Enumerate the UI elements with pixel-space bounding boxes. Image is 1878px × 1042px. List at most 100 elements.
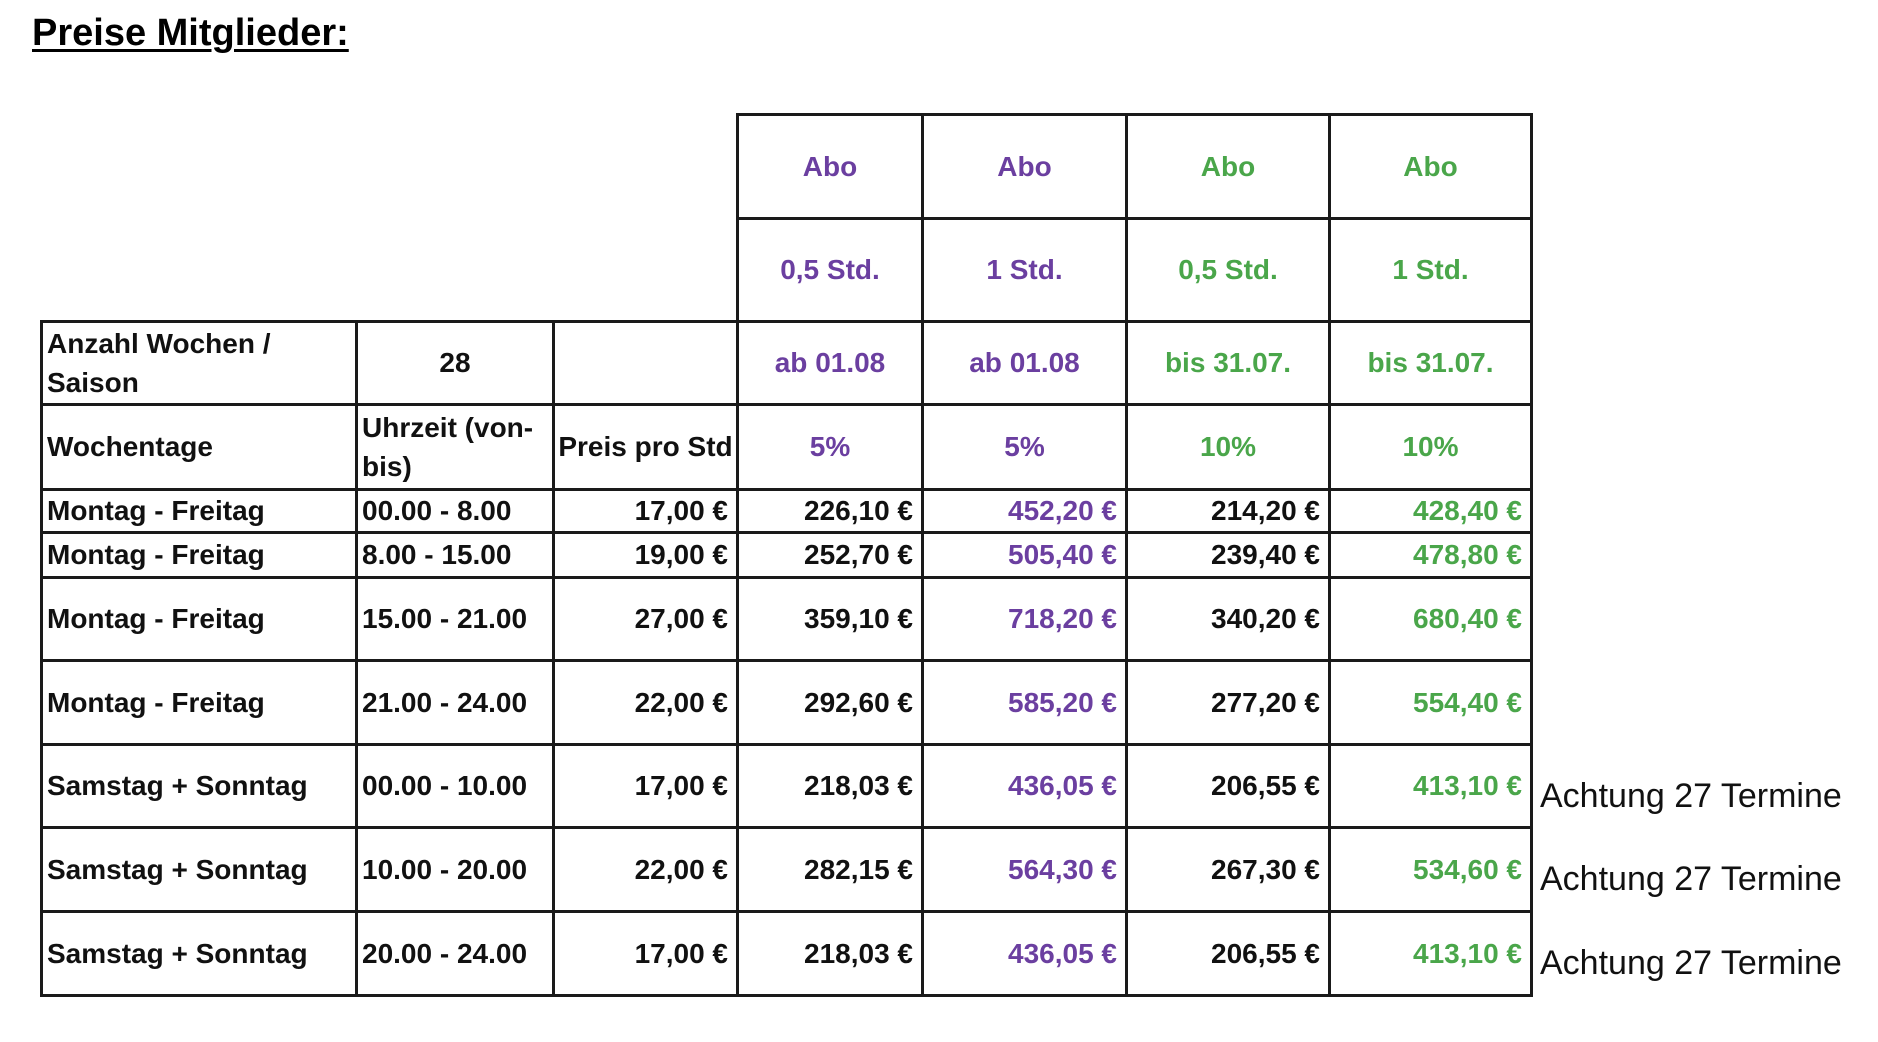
header-abo: Abo — [921, 113, 1128, 220]
row-value: 218,03 € — [736, 910, 924, 997]
row-value: 277,20 € — [1125, 659, 1331, 746]
row-time-text: 8.00 - 15.00 — [362, 539, 512, 571]
header-abo: Abo — [736, 113, 924, 220]
row-value: 218,03 € — [736, 743, 924, 829]
row-time: 10.00 - 20.00 — [355, 826, 555, 913]
row-price: 17,00 € — [552, 743, 739, 829]
row-note: Achtung 27 Termine — [1540, 776, 1842, 815]
row-value-text: 413,10 € — [1413, 937, 1522, 969]
row-value: 267,30 € — [1125, 826, 1331, 913]
row-value-text: 277,20 € — [1211, 686, 1320, 718]
row-weekday: Montag - Freitag — [40, 576, 358, 662]
header-discount: 5% — [736, 403, 924, 491]
row-value-text: 282,15 € — [804, 853, 913, 885]
header-duration-text: 0,5 Std. — [780, 254, 880, 286]
weeks-value-text: 28 — [439, 347, 471, 379]
row-weekday-text: Samstag + Sonntag — [47, 937, 308, 969]
row-value-text: 428,40 € — [1413, 495, 1522, 527]
row-time: 21.00 - 24.00 — [355, 659, 555, 746]
row-value-text: 718,20 € — [1008, 603, 1117, 635]
row-price: 19,00 € — [552, 531, 739, 579]
row-price-text: 17,00 € — [634, 495, 728, 527]
row-time-text: 15.00 - 21.00 — [362, 603, 528, 635]
header-abo-text: Abo — [997, 150, 1052, 182]
row-price: 27,00 € — [552, 576, 739, 662]
row-price: 17,00 € — [552, 910, 739, 997]
row-value: 585,20 € — [921, 659, 1128, 746]
row-value-text: 436,05 € — [1008, 937, 1117, 969]
row-value-text: 292,60 € — [804, 686, 913, 718]
row-time-text: 10.00 - 20.00 — [362, 853, 528, 885]
weeks-label-text: Anzahl Wochen / Saison — [47, 327, 271, 398]
header-abo-text: Abo — [1403, 150, 1458, 182]
row-value: 292,60 € — [736, 659, 924, 746]
row-time: 8.00 - 15.00 — [355, 531, 555, 579]
column-header-price-text: Preis pro Std — [558, 431, 733, 463]
header-abo-text: Abo — [1200, 150, 1256, 182]
row-value-text: 452,20 € — [1008, 495, 1117, 527]
row-time-text: 00.00 - 10.00 — [362, 770, 528, 802]
header-discount-text: 5% — [809, 431, 851, 463]
empty-cell — [552, 320, 739, 406]
header-abo: Abo — [1125, 113, 1331, 220]
row-value-text: 252,70 € — [804, 539, 913, 571]
row-weekday: Montag - Freitag — [40, 659, 358, 746]
row-value: 340,20 € — [1125, 576, 1331, 662]
row-weekday: Samstag + Sonntag — [40, 910, 358, 997]
row-value-text: 505,40 € — [1008, 539, 1117, 571]
row-price-text: 22,00 € — [634, 853, 728, 885]
row-value-text: 359,10 € — [804, 603, 913, 635]
row-value-text: 218,03 € — [804, 937, 913, 969]
header-abo: Abo — [1328, 113, 1533, 220]
row-weekday-text: Montag - Freitag — [47, 603, 265, 635]
row-weekday: Montag - Freitag — [40, 488, 358, 534]
row-value: 359,10 € — [736, 576, 924, 662]
row-value: 226,10 € — [736, 488, 924, 534]
row-note: Achtung 27 Termine — [1540, 944, 1842, 982]
row-value: 206,55 € — [1125, 743, 1331, 829]
page-title: Preise Mitglieder: — [32, 12, 349, 54]
row-value: 534,60 € — [1328, 826, 1533, 913]
row-value: 413,10 € — [1328, 910, 1533, 997]
row-price-text: 17,00 € — [634, 937, 728, 969]
weeks-value: 28 — [355, 320, 555, 406]
row-value: 413,10 € — [1328, 743, 1533, 829]
row-value: 206,55 € — [1125, 910, 1331, 997]
header-abo-text: Abo — [802, 150, 858, 182]
row-value-text: 206,55 € — [1211, 770, 1320, 802]
header-discount-text: 5% — [1004, 431, 1045, 463]
row-value-text: 554,40 € — [1413, 686, 1522, 718]
row-note: Achtung 27 Termine — [1540, 860, 1842, 898]
header-duration: 0,5 Std. — [1125, 217, 1331, 323]
row-time: 00.00 - 10.00 — [355, 743, 555, 829]
header-validity: ab 01.08 — [736, 320, 924, 406]
row-time-text: 20.00 - 24.00 — [362, 937, 528, 969]
row-value-text: 413,10 € — [1413, 770, 1522, 802]
row-value-text: 226,10 € — [804, 495, 913, 527]
row-price-text: 19,00 € — [634, 539, 728, 571]
header-duration: 1 Std. — [1328, 217, 1533, 323]
row-weekday: Montag - Freitag — [40, 531, 358, 579]
row-value-text: 267,30 € — [1211, 853, 1320, 885]
row-value-text: 239,40 € — [1211, 539, 1320, 571]
row-weekday-text: Samstag + Sonntag — [47, 853, 308, 885]
row-time-text: 00.00 - 8.00 — [362, 495, 512, 527]
header-discount-text: 10% — [1199, 431, 1257, 463]
row-value-text: 564,30 € — [1008, 853, 1117, 885]
weeks-label: Anzahl Wochen / Saison — [40, 320, 358, 406]
row-price: 22,00 € — [552, 826, 739, 913]
row-value: 478,80 € — [1328, 531, 1533, 579]
row-value: 564,30 € — [921, 826, 1128, 913]
header-validity: bis 31.07. — [1125, 320, 1331, 406]
row-value-text: 585,20 € — [1008, 686, 1117, 718]
row-value-text: 478,80 € — [1413, 539, 1522, 571]
row-value-text: 206,55 € — [1211, 937, 1320, 969]
header-validity: bis 31.07. — [1328, 320, 1533, 406]
row-time: 00.00 - 8.00 — [355, 488, 555, 534]
column-header-price: Preis pro Std — [552, 403, 739, 491]
header-validity-text: ab 01.08 — [774, 347, 886, 379]
row-value: 282,15 € — [736, 826, 924, 913]
row-value-text: 680,40 € — [1413, 603, 1522, 635]
row-time-text: 21.00 - 24.00 — [362, 686, 528, 718]
